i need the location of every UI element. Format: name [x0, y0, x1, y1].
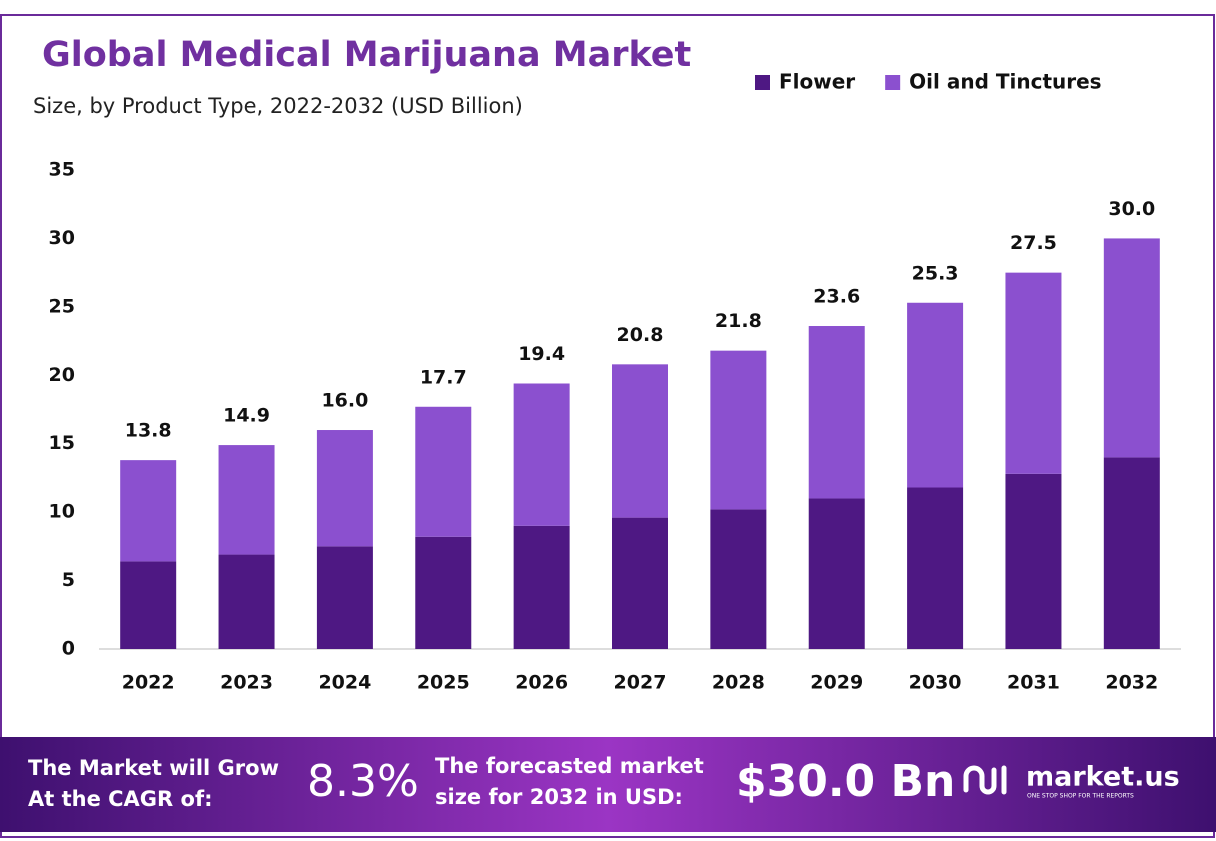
total-label: 13.8 [125, 420, 172, 442]
bar-segment [808, 498, 865, 649]
total-label: 14.9 [223, 405, 270, 427]
footer-cagr: 8.3% [307, 756, 419, 807]
bar-segment [612, 517, 668, 649]
bar-segment [907, 302, 964, 488]
x-tick-label: 2030 [909, 672, 962, 694]
y-tick-label: 20 [49, 364, 75, 386]
bar-segment [218, 445, 275, 555]
footer-line: The forecasted market [435, 754, 704, 778]
footer-cagr-text: The Market will Grow At the CAGR of: [28, 756, 286, 811]
bar-segment [710, 509, 767, 649]
footer-line: size for 2032 in USD: [435, 785, 683, 809]
footer-forecast-text: The forecasted market size for 2032 in U… [435, 754, 711, 809]
brand-tagline: ONE STOP SHOP FOR THE REPORTS [1027, 793, 1134, 800]
total-label: 17.7 [420, 366, 467, 388]
total-label: 16.0 [321, 390, 368, 412]
chart-title: Global Medical Marijuana Market [42, 35, 691, 75]
x-tick-label: 2026 [515, 672, 568, 694]
x-tick-label: 2027 [614, 672, 667, 694]
legend-swatch [885, 75, 901, 90]
brand: market.us [1026, 762, 1180, 793]
y-tick-label: 10 [49, 501, 75, 523]
x-tick-label: 2031 [1007, 672, 1060, 694]
x-tick-label: 2029 [810, 672, 863, 694]
bar-segment [1005, 272, 1062, 474]
chart-subtitle: Size, by Product Type, 2022-2032 (USD Bi… [33, 94, 523, 118]
y-tick-label: 0 [62, 638, 75, 660]
x-tick-label: 2025 [417, 672, 470, 694]
bar-segment [907, 487, 964, 649]
bar-segment [316, 430, 373, 547]
total-label: 21.8 [715, 310, 762, 332]
x-tick-label: 2023 [220, 672, 273, 694]
bar-segment [808, 326, 865, 499]
y-tick-label: 5 [62, 569, 75, 591]
footer-band [0, 737, 1216, 832]
total-label: 30.0 [1108, 198, 1155, 220]
legend: Flower Oil and Tinctures [755, 70, 1102, 94]
y-tick-label: 35 [49, 159, 75, 181]
bar-segment [1103, 238, 1160, 458]
legend-label: Oil and Tinctures [909, 70, 1101, 94]
y-tick-label: 30 [49, 227, 75, 249]
bar-segment [513, 525, 570, 649]
x-tick-label: 2024 [318, 672, 371, 694]
total-label: 20.8 [617, 324, 664, 346]
frame [0, 14, 1215, 838]
x-tick-label: 2022 [122, 672, 175, 694]
bar-segment [415, 406, 472, 537]
bar-segment [1005, 473, 1062, 649]
total-label: 19.4 [518, 343, 565, 365]
y-tick-label: 15 [49, 432, 75, 454]
bar-segment [218, 554, 275, 649]
x-tick-label: 2032 [1105, 672, 1158, 694]
total-label: 23.6 [813, 286, 860, 308]
footer-line: At the CAGR of: [28, 787, 213, 811]
bar-segment [120, 561, 177, 649]
legend-label: Flower [779, 70, 855, 94]
y-tick-label: 25 [49, 295, 75, 317]
x-tick-label: 2028 [712, 672, 765, 694]
bar-segment [513, 383, 570, 526]
bar-segment [415, 536, 472, 649]
legend-swatch [755, 75, 770, 90]
footer-forecast: $30.0 Bn [736, 756, 955, 807]
bar-segment [120, 460, 177, 562]
total-label: 27.5 [1010, 232, 1057, 254]
bar-segment [316, 546, 373, 649]
bar-segment [1103, 457, 1160, 649]
brand-logo [963, 765, 1007, 795]
footer-line: The Market will Grow [28, 756, 279, 780]
total-label: 25.3 [912, 262, 959, 284]
bar-segment [612, 364, 668, 518]
bar-segment [710, 350, 767, 510]
